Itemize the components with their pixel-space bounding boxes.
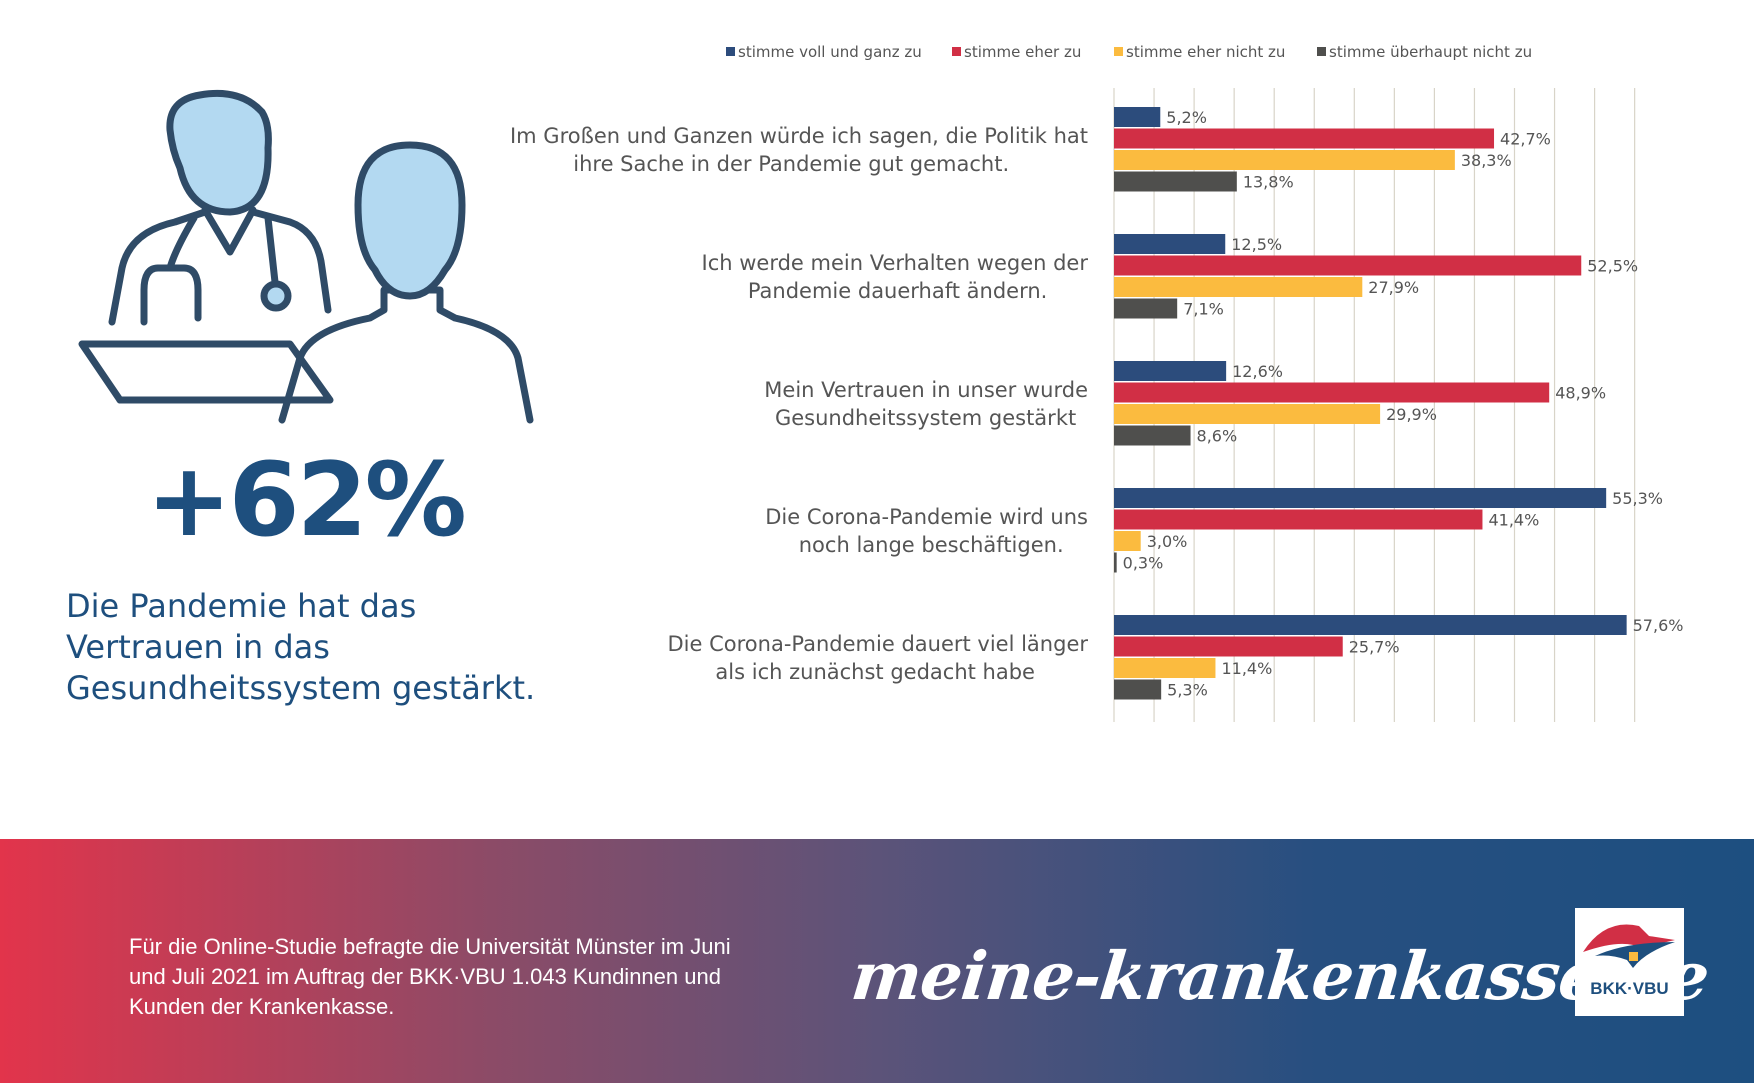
bar xyxy=(1114,255,1582,276)
chart-legend: stimme voll und ganz zu stimme eher zu sti… xyxy=(726,43,1532,61)
data-label: 41,4% xyxy=(1488,511,1539,530)
category-label: Im Großen und Ganzen würde ich sagen, di… xyxy=(510,124,1088,176)
bar xyxy=(1114,298,1178,319)
bar xyxy=(1114,107,1161,127)
data-label: 12,6% xyxy=(1232,362,1283,381)
category-labels: Im Großen und Ganzen würde ich sagen, di… xyxy=(510,124,1088,684)
bar xyxy=(1114,404,1381,424)
data-label: 3,0% xyxy=(1147,532,1188,551)
bar xyxy=(1114,531,1141,551)
headline-stat: +62% xyxy=(146,441,467,560)
legend-label: stimme eher zu xyxy=(964,43,1081,61)
category-label: Mein Vertrauen in unser wurde Gesundheits… xyxy=(764,378,1088,430)
bar xyxy=(1114,277,1363,297)
bar xyxy=(1114,679,1162,700)
headline-text: Die Pandemie hat das Vertrauen in das Ge… xyxy=(66,587,536,707)
data-label: 27,9% xyxy=(1368,278,1419,297)
data-label: 12,5% xyxy=(1231,235,1282,254)
legend-swatch xyxy=(952,47,961,56)
legend-swatch xyxy=(1114,47,1123,56)
legend-label: stimme voll und ganz zu xyxy=(738,43,922,61)
data-label: 11,4% xyxy=(1221,659,1272,678)
bar xyxy=(1114,509,1483,530)
bar xyxy=(1114,615,1627,635)
data-label: 55,3% xyxy=(1612,489,1663,508)
chart-bars xyxy=(1114,107,1627,700)
data-label: 48,9% xyxy=(1555,384,1606,403)
category-label: Ich werde mein Verhalten wegen der Pandem… xyxy=(702,251,1089,303)
bar xyxy=(1114,361,1227,381)
logo-mark-icon xyxy=(1583,924,1675,968)
data-label: 8,6% xyxy=(1197,427,1238,446)
data-label: 42,7% xyxy=(1500,130,1551,149)
data-label: 5,2% xyxy=(1166,108,1207,127)
footer-banner: Für die Online-Studie befragte die Unive… xyxy=(0,839,1754,1083)
data-label: 5,3% xyxy=(1167,681,1208,700)
data-labels: 5,2% 42,7% 38,3% 13,8% 12,5% 52,5% 27,9% 7,1% 12… xyxy=(1123,108,1684,700)
study-note: Für die Online-Studie befragte die Unive… xyxy=(129,934,731,1019)
bar xyxy=(1114,150,1455,170)
data-label: 25,7% xyxy=(1349,638,1400,657)
data-label: 13,8% xyxy=(1243,173,1294,192)
data-label: 29,9% xyxy=(1386,405,1437,424)
data-label: 7,1% xyxy=(1183,300,1224,319)
bar xyxy=(1114,488,1607,508)
data-label: 0,3% xyxy=(1123,554,1164,573)
bar xyxy=(1114,552,1117,573)
bar xyxy=(1114,658,1216,678)
data-label: 57,6% xyxy=(1633,616,1684,635)
survey-bar-chart: stimme voll und ganz zu stimme eher zu sti… xyxy=(510,43,1684,722)
bar xyxy=(1114,425,1191,446)
bar xyxy=(1114,171,1237,192)
category-label: Die Corona-Pandemie dauert viel länger al… xyxy=(668,632,1089,684)
logo-text: BKK·VBU xyxy=(1590,979,1669,998)
bar xyxy=(1114,128,1495,149)
doctor-patient-icon xyxy=(78,89,534,424)
bar xyxy=(1114,234,1226,254)
bar xyxy=(1114,636,1343,657)
bar xyxy=(1114,382,1550,403)
legend-label: stimme eher nicht zu xyxy=(1126,43,1285,61)
category-label: Die Corona-Pandemie wird uns noch lange b… xyxy=(765,505,1088,557)
legend-label: stimme überhaupt nicht zu xyxy=(1329,43,1532,61)
legend-swatch xyxy=(1317,47,1326,56)
data-label: 38,3% xyxy=(1461,151,1512,170)
data-label: 52,5% xyxy=(1587,257,1638,276)
bkk-vbu-logo: BKK·VBU xyxy=(1575,908,1684,1016)
legend-swatch xyxy=(726,47,735,56)
